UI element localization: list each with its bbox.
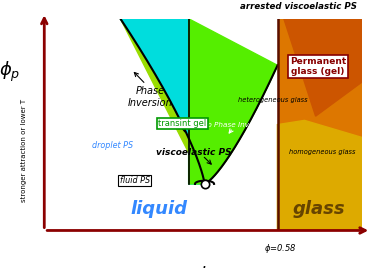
Text: viscoelastic PS: viscoelastic PS: [156, 148, 231, 157]
Text: fluid PS: fluid PS: [120, 176, 150, 185]
Polygon shape: [277, 120, 362, 230]
Polygon shape: [189, 19, 277, 184]
Text: Phase
Inversion: Phase Inversion: [128, 86, 173, 108]
Text: $\phi_p$: $\phi_p$: [0, 59, 20, 84]
Text: Permanent
glass (gel): Permanent glass (gel): [290, 57, 346, 76]
Polygon shape: [284, 19, 362, 116]
Text: glass: glass: [293, 200, 345, 218]
Text: arrested viscoelastic PS: arrested viscoelastic PS: [239, 2, 357, 11]
Text: heterogeneous glass: heterogeneous glass: [238, 97, 308, 103]
Text: stronger attraction or lower T: stronger attraction or lower T: [21, 98, 27, 202]
Polygon shape: [277, 120, 362, 230]
Text: No Phase Inversion: No Phase Inversion: [201, 122, 271, 128]
Polygon shape: [120, 19, 277, 184]
Text: transint gel: transint gel: [158, 119, 206, 128]
Polygon shape: [277, 19, 362, 230]
Text: droplet PS: droplet PS: [92, 141, 133, 150]
Polygon shape: [120, 19, 204, 184]
Text: $\phi$: $\phi$: [196, 264, 210, 268]
Text: homogeneous glass: homogeneous glass: [289, 149, 355, 155]
Text: liquid: liquid: [130, 200, 187, 218]
Text: $\phi$=0.58: $\phi$=0.58: [264, 242, 297, 255]
Polygon shape: [120, 19, 204, 184]
